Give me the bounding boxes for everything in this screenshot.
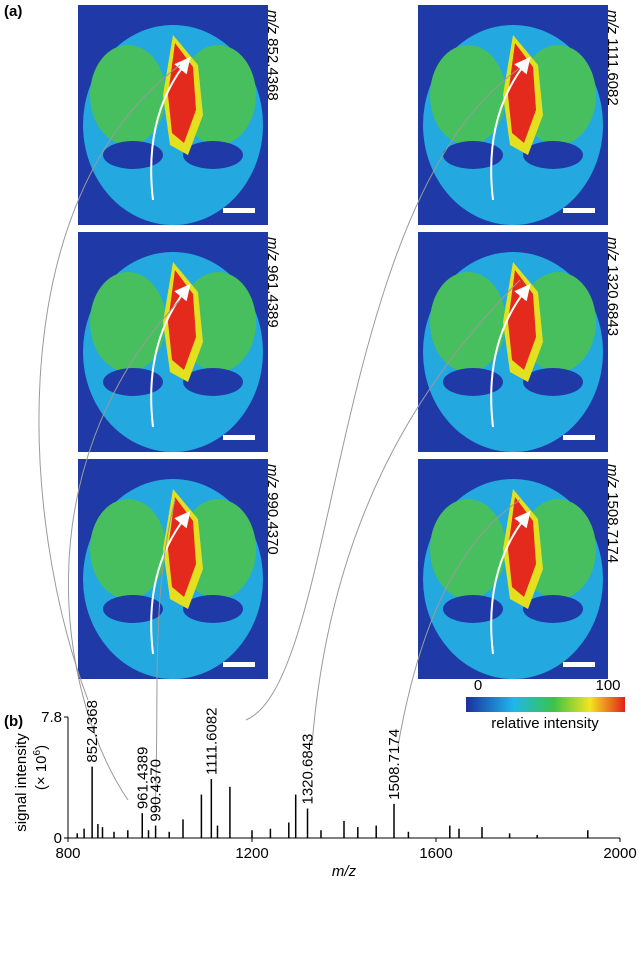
mz-prefix: m/z [264,237,281,262]
image-grid: m/z 852.4368 m/z 961.4389 m/z 990.4370 m/z 1111… [78,5,621,679]
mz-prefix: m/z [264,464,281,489]
x-tick-label: 2000 [603,845,636,862]
x-tick-label: 1200 [235,845,268,862]
mz-label: m/z 852.4368 [264,10,281,101]
peak-label: 1508.7174 [386,729,403,800]
ms-image [78,232,268,452]
ms-image [78,459,268,679]
peak-label: 852.4368 [84,700,101,763]
panel-label: (b) [4,713,23,730]
colorbar-label: relative intensity [491,715,599,732]
mz-prefix: m/z [604,237,621,262]
mz-label: m/z 961.4389 [264,237,281,328]
mz-label: m/z 1320.6843 [604,237,621,336]
mz-value: 1320.6843 [604,265,621,336]
colorbar-tick: 0 [474,677,482,694]
y-axis-label: signal intensity [13,733,30,832]
page: {"panels": {"a": "(a)", "b": "(b)"}, "im… [0,0,641,970]
ms-image [418,232,608,452]
mz-value: 961.4389 [264,265,281,328]
y-unit-part: ) [33,745,50,750]
figure: (a) (b) m/z 852.4368 m/z 961.4389 m/z 990.437… [0,0,641,970]
ms-image [418,5,608,225]
mz-value: 852.4368 [264,38,281,101]
mz-value: 1508.7174 [604,492,621,563]
ms-image [78,5,268,225]
colorbar [466,697,625,712]
mz-label: m/z 990.4370 [264,464,281,555]
x-axis-label: m/z [332,863,357,880]
mz-prefix: m/z [604,10,621,35]
y-unit-part: (× 10 [33,755,50,790]
x-tick-label: 1600 [419,845,452,862]
mz-value: 1111.6082 [604,38,621,106]
mz-label: m/z 1508.7174 [604,464,621,563]
x-tick-label: 800 [55,845,80,862]
colorbar-tick: 100 [595,677,620,694]
peak-label: 990.4370 [148,759,165,822]
mz-prefix: m/z [264,10,281,35]
panel-label: (a) [4,3,22,20]
y-unit: (× 106) [32,745,50,790]
ms-image [418,459,608,679]
mz-prefix: m/z [604,464,621,489]
mz-value: 990.4370 [264,492,281,555]
y-tick-label: 7.8 [41,709,62,726]
mz-label: m/z 1111.6082 [604,10,621,106]
peak-label: 1320.6843 [300,734,317,805]
peak-label: 1111.6082 [203,707,220,775]
